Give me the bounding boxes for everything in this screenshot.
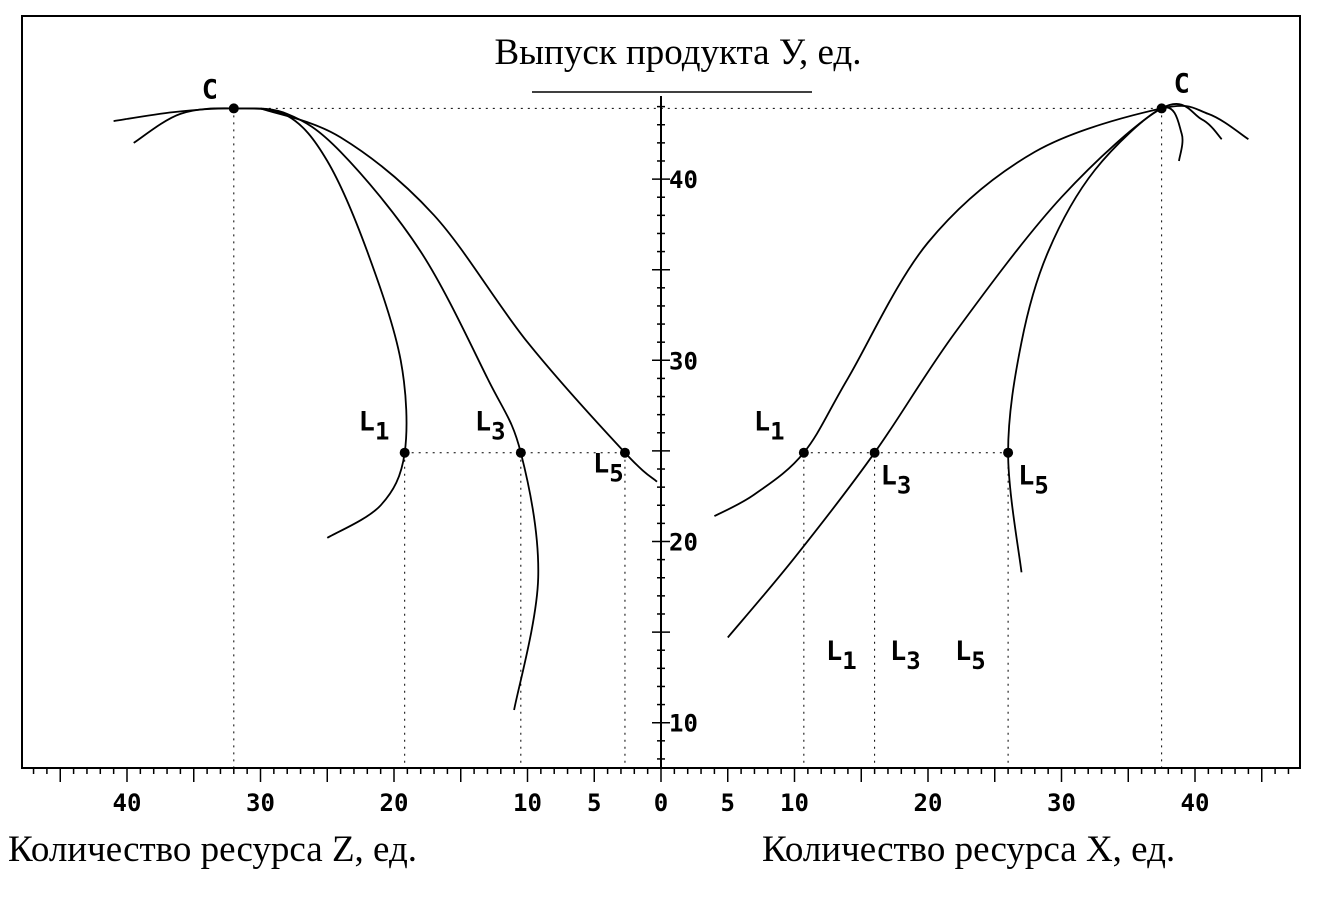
peak-point-left bbox=[228, 103, 239, 114]
y-tick-label: 40 bbox=[669, 166, 698, 194]
data-points bbox=[228, 103, 1167, 458]
point-right-L3 bbox=[869, 447, 880, 458]
point-right-L5 bbox=[1003, 447, 1014, 458]
y-tick-label: 30 bbox=[669, 347, 698, 375]
x-tick-label-left: 0 bbox=[654, 789, 668, 817]
y-tick-label: 20 bbox=[669, 529, 698, 557]
point-label-right-L1: L1 bbox=[754, 407, 785, 446]
curve-right-L3 bbox=[727, 103, 1223, 639]
chart-title: Выпуск продукта У, ед. bbox=[494, 32, 861, 73]
x-tick-label-right: 5 bbox=[721, 789, 735, 817]
point-label-right-L3: L3 bbox=[881, 461, 912, 500]
bottom-label-L5: L5 bbox=[955, 636, 986, 675]
point-label-left-L1: L1 bbox=[359, 407, 390, 446]
point-label-right-L5: L5 bbox=[1018, 461, 1049, 500]
x-axis-label-right: Количество ресурса X, ед. bbox=[762, 829, 1175, 870]
curve-right-L1 bbox=[713, 104, 1249, 517]
x-axis-label-left: Количество ресурса Z, ед. bbox=[8, 829, 417, 870]
y-tick-label: 10 bbox=[669, 710, 698, 738]
x-tick-label-left: 20 bbox=[380, 789, 409, 817]
point-left-L5 bbox=[619, 447, 630, 458]
bottom-legend: L1 L3 L5 bbox=[826, 636, 986, 675]
bottom-label-L1: L1 bbox=[826, 636, 857, 675]
curve-left-L3 bbox=[113, 107, 540, 711]
axes: 10 20 30 40 40 30 20 10 5 0 5 10 20 30 40 bbox=[32, 96, 1290, 817]
point-labels: C C L1 L3 L5 L1 L3 L5 bbox=[202, 68, 1190, 499]
guide-lines bbox=[233, 107, 1163, 768]
peak-label-right: C bbox=[1174, 68, 1190, 99]
x-tick-label-left: 30 bbox=[246, 789, 275, 817]
x-tick-label-right: 20 bbox=[914, 789, 943, 817]
point-label-left-L5: L5 bbox=[593, 449, 624, 488]
bottom-label-L3: L3 bbox=[890, 636, 921, 675]
x-tick-label-right: 40 bbox=[1181, 789, 1210, 817]
point-right-L1 bbox=[798, 447, 809, 458]
peak-point-right bbox=[1156, 103, 1167, 114]
curves bbox=[113, 103, 1249, 711]
x-tick-label-right: 10 bbox=[780, 789, 809, 817]
curve-right-L5 bbox=[1007, 106, 1184, 573]
x-tick-label-right: 30 bbox=[1047, 789, 1076, 817]
point-left-L3 bbox=[515, 447, 526, 458]
curve-left-L1 bbox=[133, 107, 408, 539]
curve-left-L5 bbox=[260, 107, 658, 483]
x-tick-label-left: 40 bbox=[113, 789, 142, 817]
x-tick-label-left: 10 bbox=[513, 789, 542, 817]
peak-label-left: C bbox=[202, 74, 218, 105]
point-left-L1 bbox=[399, 447, 410, 458]
x-tick-label-left: 5 bbox=[587, 789, 601, 817]
point-label-left-L3: L3 bbox=[475, 407, 506, 446]
